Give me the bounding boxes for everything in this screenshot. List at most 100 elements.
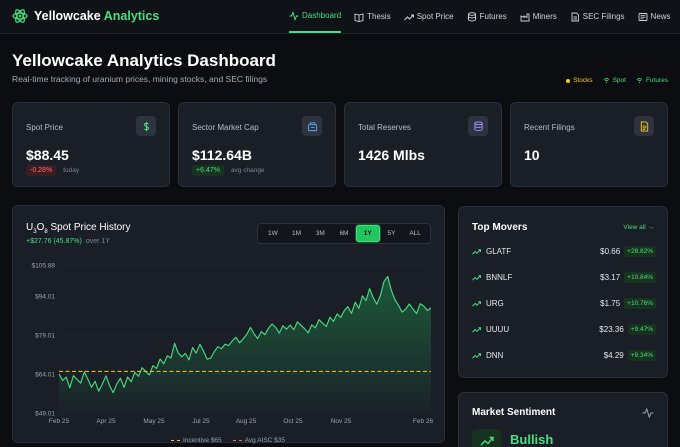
stat-value: 1426 Mlbs bbox=[358, 147, 425, 163]
book-icon bbox=[354, 12, 364, 22]
legend-aisc: Avg AISC $35 bbox=[232, 437, 285, 444]
range-all[interactable]: ALL bbox=[409, 230, 421, 237]
x-tick-label: Feb 26 bbox=[413, 418, 434, 425]
range-1m[interactable]: 1M bbox=[292, 230, 302, 237]
change-badge: +6.47% bbox=[192, 165, 224, 176]
atom-logo-icon bbox=[12, 9, 28, 23]
legend-stocks[interactable]: Stocks bbox=[566, 77, 593, 84]
stat-card-recent-filings[interactable]: Recent Filings 10 bbox=[510, 102, 668, 187]
mover-change: +10.76% bbox=[624, 297, 656, 309]
spot-price-history-card: U3O8 Spot Price History +$27.76 (45.87%)… bbox=[12, 205, 446, 444]
mover-price: $0.66 bbox=[600, 246, 621, 256]
performance-period: over 1Y bbox=[85, 238, 110, 245]
trend-up-icon bbox=[480, 436, 494, 446]
trend-up-icon bbox=[472, 248, 481, 255]
chart-legend: Incentive $65 Avg AISC $35 bbox=[171, 437, 296, 444]
stat-icon-box bbox=[302, 116, 322, 136]
chart-title: U3O8 Spot Price History bbox=[26, 222, 131, 235]
range-1y[interactable]: 1Y bbox=[355, 225, 380, 242]
sentiment-badge bbox=[472, 429, 501, 447]
mover-row[interactable]: BNNLF $3.17 +10.84% bbox=[472, 270, 656, 284]
x-tick-label: Nov 25 bbox=[331, 418, 352, 425]
y-tick-label: $105.88 bbox=[32, 263, 56, 270]
stat-value: $88.45 bbox=[26, 147, 69, 163]
stat-icon-box bbox=[634, 116, 654, 136]
chart-performance: +$27.76 (45.87%) over 1Y bbox=[26, 238, 110, 245]
mover-row[interactable]: DNN $4.29 +9.34% bbox=[472, 348, 656, 362]
database-icon bbox=[467, 11, 476, 21]
nav-futures[interactable]: Futures bbox=[467, 0, 507, 33]
sentiment-value: Bullish bbox=[510, 432, 554, 447]
nav-thesis[interactable]: Thesis bbox=[354, 0, 391, 33]
nav-miners[interactable]: Miners bbox=[520, 0, 557, 33]
dash-swatch bbox=[232, 440, 242, 441]
dash-swatch bbox=[171, 440, 180, 441]
newspaper-icon bbox=[638, 12, 647, 21]
mover-ticker: UUUU bbox=[486, 324, 510, 334]
x-tick-label: Aug 25 bbox=[236, 418, 257, 425]
nav-dashboard[interactable]: Dashboard bbox=[289, 0, 342, 33]
dollar-icon bbox=[143, 121, 149, 131]
movers-title: Top Movers bbox=[472, 222, 528, 233]
price-line bbox=[58, 275, 432, 394]
mover-price: $4.29 bbox=[603, 350, 624, 360]
mover-row[interactable]: GLATF $0.66 +28.82% bbox=[472, 244, 656, 258]
y-tick-label: $79.01 bbox=[35, 332, 55, 339]
brand-name: Yellowcake Analytics bbox=[34, 9, 160, 23]
nav-spot-price[interactable]: Spot Price bbox=[403, 0, 454, 33]
mover-change: +28.82% bbox=[624, 245, 656, 257]
mover-change: +9.47% bbox=[627, 323, 656, 335]
legend-incentive: Incentive $65 bbox=[171, 437, 222, 444]
stat-card-market-cap[interactable]: Sector Market Cap $112.64B +6.47% avg ch… bbox=[178, 102, 336, 187]
page-title: Yellowcake Analytics Dashboard bbox=[12, 51, 276, 70]
change-note: today bbox=[63, 167, 80, 174]
range-5y[interactable]: 5Y bbox=[387, 230, 396, 237]
file-icon bbox=[571, 12, 579, 21]
mover-ticker: GLATF bbox=[486, 246, 512, 256]
stat-label: Spot Price bbox=[26, 123, 63, 132]
mover-row[interactable]: URG $1.75 +10.76% bbox=[472, 296, 656, 310]
factory-icon bbox=[307, 121, 317, 131]
stat-change: -0.28% today bbox=[26, 165, 79, 176]
performance-value: +$27.76 (45.87%) bbox=[26, 238, 82, 245]
page-subtitle: Real-time tracking of uranium prices, mi… bbox=[12, 74, 268, 84]
nav-items: Dashboard Thesis Spot Price Futures Mine… bbox=[289, 0, 680, 34]
trend-up-icon bbox=[403, 14, 414, 20]
legend-futures[interactable]: Futures bbox=[636, 77, 668, 84]
file-icon bbox=[640, 120, 648, 132]
range-1w[interactable]: 1W bbox=[267, 230, 278, 237]
stat-label: Recent Filings bbox=[524, 123, 575, 132]
stat-icon-box bbox=[136, 116, 156, 136]
range-6m[interactable]: 6M bbox=[339, 230, 349, 237]
stat-label: Total Reserves bbox=[358, 123, 411, 132]
top-nav: Yellowcake Analytics Dashboard Thesis Sp… bbox=[0, 0, 680, 34]
trend-up-icon bbox=[472, 326, 481, 333]
wifi-icon bbox=[636, 78, 643, 84]
trend-up-icon bbox=[472, 300, 481, 307]
mover-row[interactable]: UUUU $23.36 +9.47% bbox=[472, 322, 656, 336]
mover-price: $1.75 bbox=[600, 298, 621, 308]
stat-card-spot-price[interactable]: Spot Price $88.45 -0.28% today bbox=[12, 102, 170, 187]
range-3m[interactable]: 3M bbox=[315, 230, 325, 237]
nav-news[interactable]: News bbox=[638, 0, 671, 33]
change-badge: -0.28% bbox=[26, 165, 57, 176]
activity-icon bbox=[642, 407, 654, 419]
stat-value: $112.64B bbox=[192, 147, 252, 163]
stat-card-total-reserves[interactable]: Total Reserves 1426 Mlbs bbox=[344, 102, 502, 187]
x-tick-label: Jul 25 bbox=[192, 418, 210, 425]
database-icon bbox=[473, 121, 483, 131]
x-tick-label: Oct 25 bbox=[283, 418, 303, 425]
stat-label: Sector Market Cap bbox=[192, 123, 259, 132]
mover-price: $23.36 bbox=[599, 324, 624, 334]
brand[interactable]: Yellowcake Analytics bbox=[12, 8, 159, 24]
price-area bbox=[59, 276, 431, 413]
mover-ticker: DNN bbox=[486, 350, 504, 360]
trend-up-icon bbox=[472, 352, 481, 359]
legend-spot[interactable]: Spot bbox=[603, 77, 626, 84]
nav-sec-filings[interactable]: SEC Filings bbox=[570, 0, 625, 33]
mover-ticker: BNNLF bbox=[486, 272, 513, 282]
view-all-link[interactable]: View all → bbox=[623, 224, 654, 231]
x-tick-label: May 25 bbox=[143, 418, 165, 425]
mover-ticker: URG bbox=[486, 298, 504, 308]
